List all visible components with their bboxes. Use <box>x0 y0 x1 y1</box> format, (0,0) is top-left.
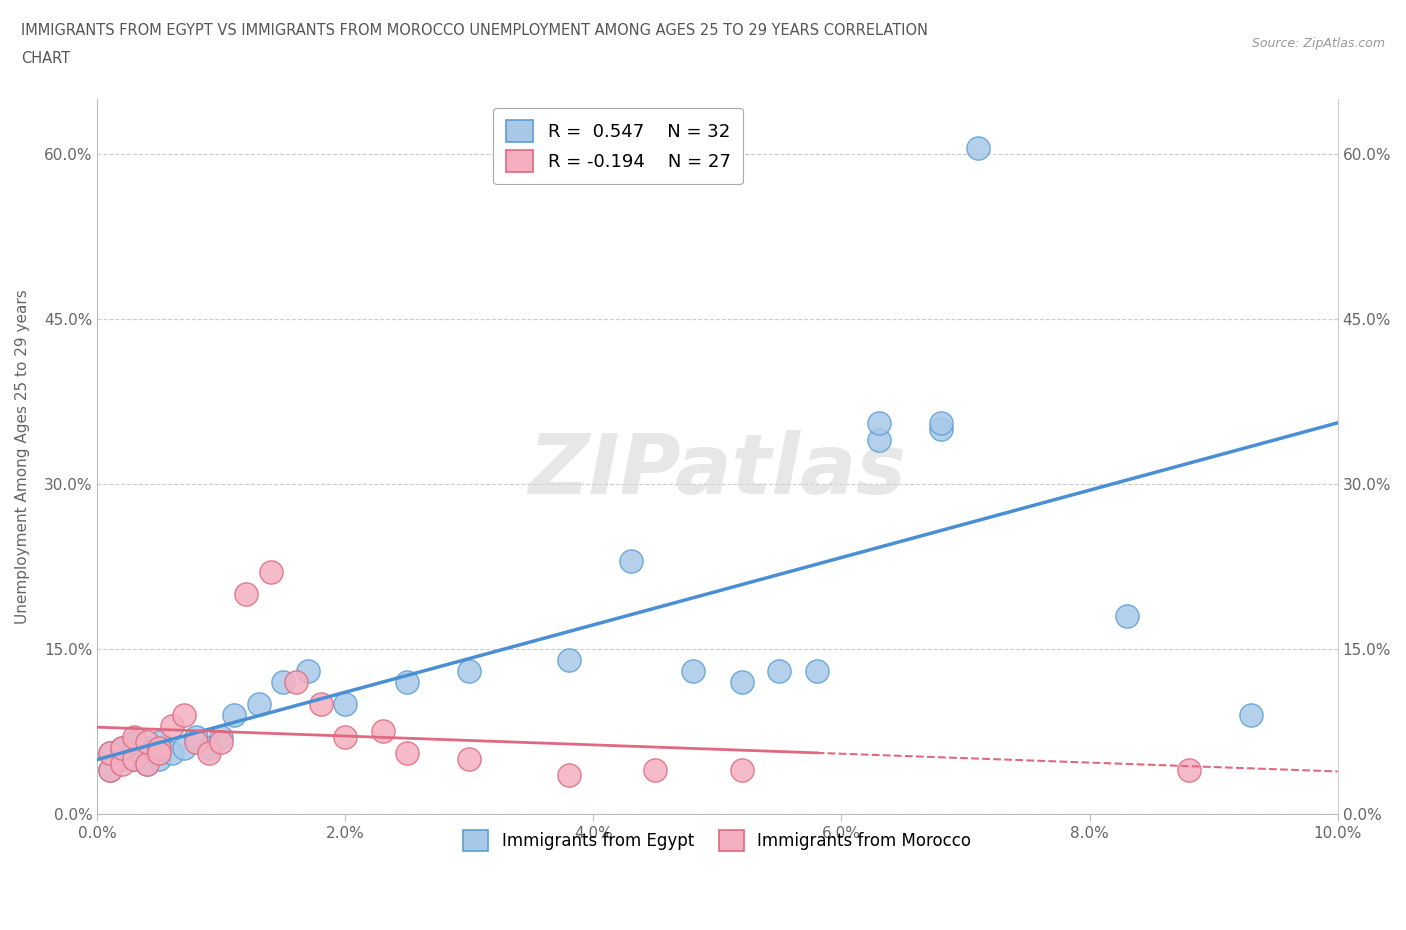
Point <box>297 663 319 678</box>
Point <box>1178 763 1201 777</box>
Point <box>247 697 270 711</box>
Point <box>682 663 704 678</box>
Point <box>396 746 419 761</box>
Text: CHART: CHART <box>21 51 70 66</box>
Point <box>111 757 134 772</box>
Point <box>148 751 170 766</box>
Y-axis label: Unemployment Among Ages 25 to 29 years: Unemployment Among Ages 25 to 29 years <box>15 289 30 624</box>
Point <box>335 697 357 711</box>
Point <box>557 768 579 783</box>
Point <box>186 729 208 744</box>
Point <box>148 746 170 761</box>
Point <box>458 751 481 766</box>
Text: IMMIGRANTS FROM EGYPT VS IMMIGRANTS FROM MOROCCO UNEMPLOYMENT AMONG AGES 25 TO 2: IMMIGRANTS FROM EGYPT VS IMMIGRANTS FROM… <box>21 23 928 38</box>
Point <box>731 763 754 777</box>
Point <box>198 746 221 761</box>
Point <box>135 735 157 750</box>
Point <box>235 586 257 601</box>
Point <box>271 674 294 689</box>
Point <box>806 663 828 678</box>
Point <box>98 746 121 761</box>
Point <box>1240 708 1263 723</box>
Point <box>135 740 157 755</box>
Point <box>868 432 890 447</box>
Point <box>309 697 332 711</box>
Point <box>186 735 208 750</box>
Point <box>644 763 666 777</box>
Point <box>135 757 157 772</box>
Point <box>98 763 121 777</box>
Point <box>124 729 146 744</box>
Point <box>111 740 134 755</box>
Point <box>458 663 481 678</box>
Point <box>111 751 134 766</box>
Point <box>335 729 357 744</box>
Point <box>198 740 221 755</box>
Point <box>111 740 134 755</box>
Point <box>160 746 183 761</box>
Point <box>620 553 643 568</box>
Point <box>1115 608 1137 623</box>
Point <box>222 708 245 723</box>
Point <box>173 740 195 755</box>
Point <box>148 735 170 750</box>
Point <box>148 740 170 755</box>
Point <box>124 735 146 750</box>
Point <box>98 763 121 777</box>
Point <box>557 652 579 667</box>
Point <box>173 708 195 723</box>
Text: Source: ZipAtlas.com: Source: ZipAtlas.com <box>1251 37 1385 50</box>
Point <box>768 663 790 678</box>
Point <box>284 674 307 689</box>
Point <box>209 729 232 744</box>
Point <box>135 757 157 772</box>
Point <box>967 140 990 155</box>
Point <box>731 674 754 689</box>
Point <box>260 565 283 579</box>
Point <box>868 416 890 431</box>
Point <box>929 416 952 431</box>
Point <box>98 746 121 761</box>
Point <box>396 674 419 689</box>
Text: ZIPatlas: ZIPatlas <box>529 430 907 512</box>
Point <box>124 751 146 766</box>
Point <box>929 421 952 436</box>
Point <box>209 735 232 750</box>
Point <box>371 724 394 738</box>
Point <box>160 718 183 733</box>
Legend: Immigrants from Egypt, Immigrants from Morocco: Immigrants from Egypt, Immigrants from M… <box>456 822 980 859</box>
Point <box>124 751 146 766</box>
